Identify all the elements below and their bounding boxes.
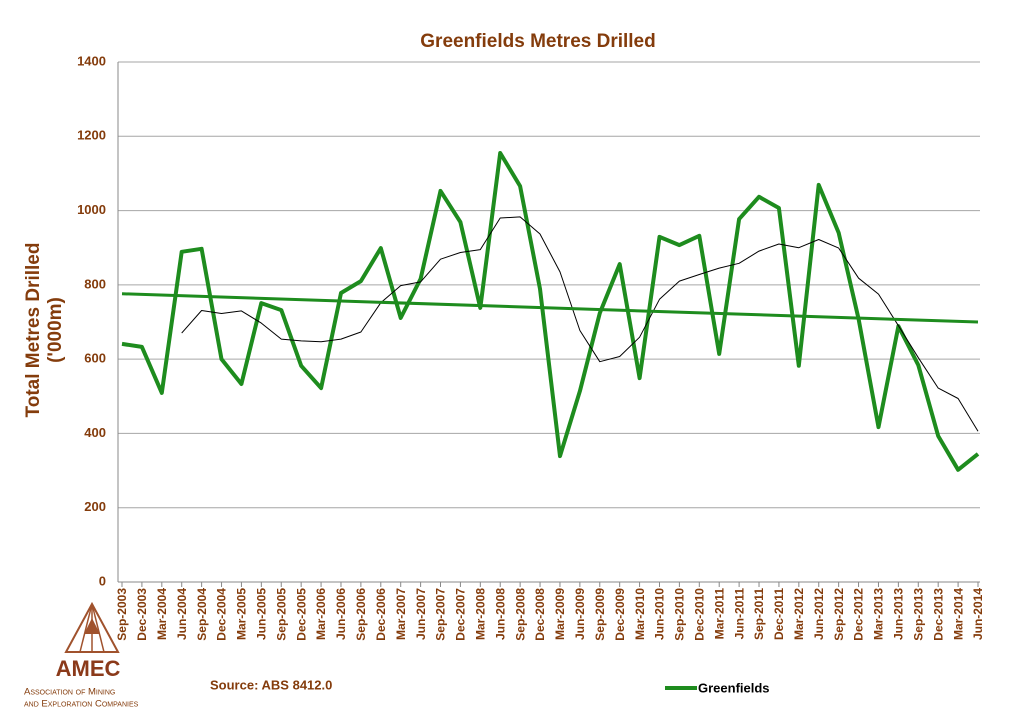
x-tick-label: Dec-2006 [374, 588, 388, 641]
y-tick-label: 600 [84, 351, 106, 366]
x-tick-label: Sep-2007 [434, 588, 448, 641]
x-tick-label: Jun-2010 [653, 588, 667, 640]
y-tick-label: 800 [84, 276, 106, 291]
logo-mark [84, 618, 100, 634]
y-tick-label: 0 [99, 573, 106, 588]
x-tick-label: Dec-2004 [215, 588, 229, 641]
y-axis-label: Total Metres Drilled [23, 243, 44, 418]
x-tick-label: Jun-2007 [414, 588, 428, 640]
x-tick-label: Mar-2012 [792, 588, 806, 640]
average-line [181, 216, 979, 432]
x-tick-label: Jun-2014 [971, 588, 985, 640]
y-tick-label: 200 [84, 499, 106, 514]
x-tick-label: Dec-2013 [931, 588, 945, 641]
x-tick-label: Sep-2004 [195, 588, 209, 641]
x-tick-label: Mar-2007 [394, 588, 408, 640]
logo-mark [79, 603, 93, 653]
x-tick-label: Dec-2009 [613, 588, 627, 641]
x-tick-label: Dec-2007 [454, 588, 468, 641]
x-tick-label: Sep-2003 [115, 588, 129, 641]
x-tick-label: Sep-2009 [593, 588, 607, 641]
x-tick-label: Jun-2011 [732, 588, 746, 640]
x-tick-label: Mar-2009 [553, 588, 567, 640]
y-axis-label: ('000m) [45, 297, 66, 363]
y-tick-label: 1200 [77, 128, 106, 143]
logo-name: AMEC [56, 656, 121, 681]
x-tick-label: Sep-2013 [911, 588, 925, 641]
x-tick-label: Mar-2008 [473, 588, 487, 640]
x-tick-label: Mar-2004 [155, 588, 169, 640]
legend-label: Greenfields [698, 680, 770, 695]
x-tick-label: Dec-2011 [772, 588, 786, 640]
x-tick-label: Sep-2010 [673, 588, 687, 641]
x-tick-label: Dec-2003 [135, 588, 149, 641]
x-tick-label: Jun-2012 [812, 588, 826, 640]
logo-text: and Exploration Companies [24, 699, 139, 710]
logo-text: Association of Mining [24, 687, 115, 698]
chart-title: Greenfields Metres Drilled [420, 31, 655, 52]
x-tick-label: Mar-2005 [235, 588, 249, 640]
x-tick-label: Sep-2008 [513, 588, 527, 641]
x-tick-label: Dec-2008 [533, 588, 547, 641]
x-tick-label: Jun-2009 [573, 588, 587, 640]
x-tick-label: Sep-2005 [274, 588, 288, 641]
trend-line [121, 292, 979, 324]
x-tick-label: Mar-2010 [633, 588, 647, 640]
x-tick-label: Sep-2006 [354, 588, 368, 641]
y-tick-label: 400 [84, 425, 106, 440]
logo-mark [91, 603, 105, 653]
x-tick-label: Jun-2005 [255, 588, 269, 640]
x-tick-label: Mar-2011 [712, 588, 726, 640]
x-tick-label: Sep-2012 [832, 588, 846, 641]
y-tick-label: 1400 [77, 53, 106, 68]
x-tick-label: Jun-2006 [334, 588, 348, 640]
x-tick-label: Mar-2014 [951, 588, 965, 640]
x-tick-label: Sep-2011 [752, 588, 766, 640]
data-line [121, 151, 980, 472]
x-tick-label: Mar-2013 [872, 588, 886, 640]
logo: AMEC Association of Mining and Explorati… [24, 601, 139, 710]
y-tick-label: 1000 [77, 202, 106, 217]
x-tick-label: Jun-2008 [493, 588, 507, 640]
x-tick-label: Dec-2005 [294, 588, 308, 641]
source-note: Source: ABS 8412.0 [210, 677, 332, 692]
x-tick-label: Jun-2013 [892, 588, 906, 640]
x-tick-label: Dec-2010 [692, 588, 706, 641]
x-tick-label: Mar-2006 [314, 588, 328, 640]
x-tick-label: Dec-2012 [852, 588, 866, 641]
x-tick-label: Jun-2004 [175, 588, 189, 640]
